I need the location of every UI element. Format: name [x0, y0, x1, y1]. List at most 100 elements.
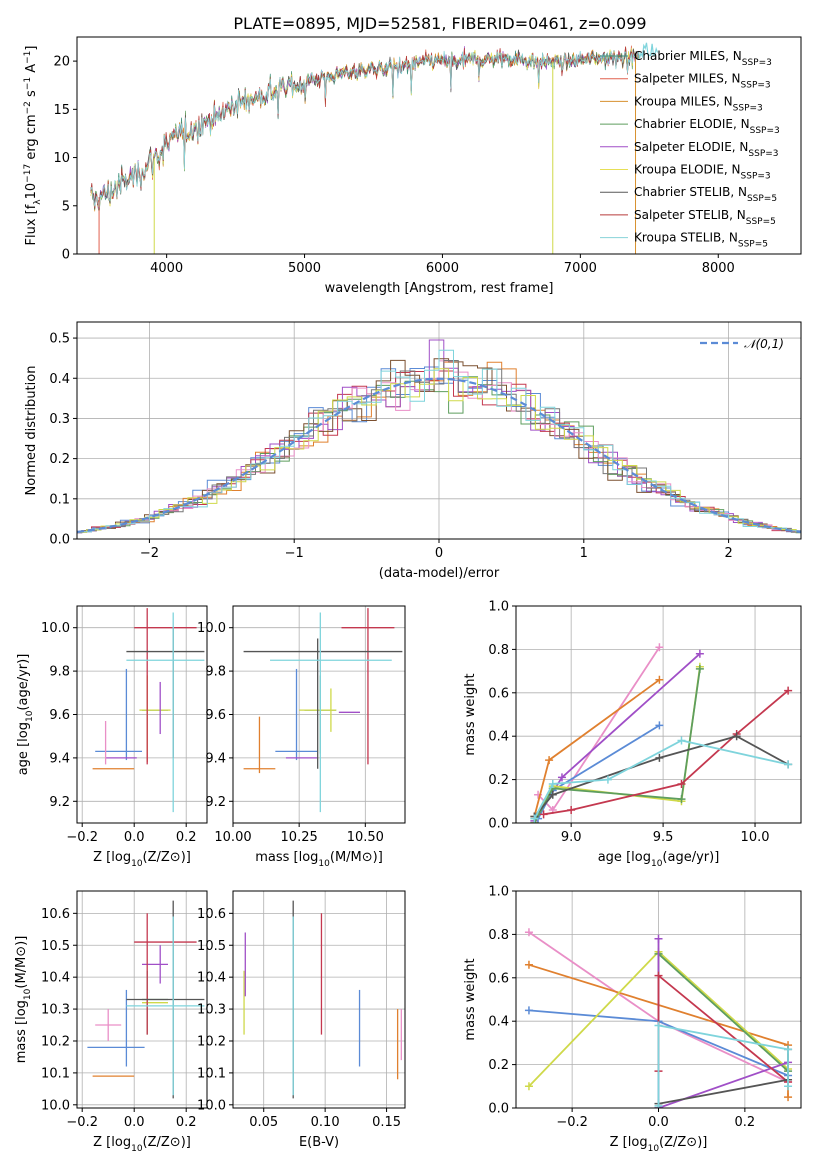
legend-entry: Salpeter MILES, NSSP=3	[634, 72, 771, 91]
y-tick-label: 0.6	[488, 686, 509, 701]
label-part: 10	[131, 859, 143, 869]
label-part: −17	[23, 164, 33, 183]
axes-frame	[515, 605, 802, 824]
label-part: 10	[648, 1144, 660, 1154]
plus-marker	[654, 1101, 663, 1108]
label-part: Chabrier STELIB, N	[634, 185, 747, 199]
y-tick-label: 0.2	[488, 1058, 509, 1073]
plus-marker	[654, 934, 663, 943]
label-part: λ	[33, 199, 43, 205]
normal-reference-curve	[77, 377, 801, 534]
label-part: SSP=3	[750, 126, 780, 136]
label-part: Normed distribution	[24, 366, 39, 496]
x-tick-label: 0.05	[249, 1115, 278, 1130]
label-part: 10	[25, 710, 35, 722]
y-tick-label: 10.3	[197, 1003, 226, 1018]
label-part: age [	[16, 742, 31, 775]
plus-marker	[784, 686, 793, 695]
label-part: 10	[651, 859, 663, 869]
label-part: SSP=5	[738, 240, 768, 250]
label-part: Z [	[93, 1135, 111, 1150]
y-tick-label: 9.4	[205, 751, 226, 766]
x-axis-label: (data-model)/error	[379, 566, 500, 581]
label-part: log	[111, 850, 131, 865]
y-tick-label: 0.8	[488, 928, 509, 943]
label-part: (Z/Z⊙)]	[143, 1135, 191, 1150]
y-axis-label: mass weight	[463, 673, 478, 755]
y-tick-label: 0.4	[488, 730, 509, 745]
plot-area-age-mass	[243, 608, 403, 813]
y-tick-label: 10	[53, 151, 70, 166]
label-part: 10	[23, 988, 33, 1000]
x-tick-label: 0.0	[648, 1115, 669, 1130]
label-part: SSP=5	[747, 194, 777, 204]
plus-marker	[548, 779, 557, 788]
plus-marker	[655, 643, 664, 652]
label-part: mass [	[14, 1020, 29, 1063]
plus-marker	[784, 1093, 793, 1102]
y-tick-label: 9.2	[205, 795, 226, 810]
plus-marker	[732, 732, 741, 741]
x-axis-label: E(B-V)	[299, 1135, 339, 1150]
y-tick-label: 15	[53, 103, 70, 118]
plus-marker	[524, 960, 533, 969]
label-part: SSP=3	[733, 103, 763, 113]
mass-weight-line	[658, 1049, 789, 1105]
plus-marker	[524, 928, 533, 937]
y-tick-label: 5	[62, 199, 70, 214]
plus-marker	[603, 775, 612, 784]
y-tick-label: 0.0	[49, 533, 70, 548]
y-tick-label: 9.2	[49, 795, 70, 810]
panel-mass-Z: −0.2 0.0 0.2 10.0 10.1 10.2 10.3 10.4 10.5 10.6 Z …	[14, 890, 208, 1154]
x-axis-label: Z [log10(Z/Z⊙)]	[93, 1135, 191, 1154]
x-tick-label: 5000	[288, 261, 321, 276]
x-tick-label: 0.2	[176, 1115, 197, 1130]
plus-marker	[548, 790, 557, 799]
y-tick-label: 0.1	[49, 492, 70, 507]
label-part: −1	[23, 51, 33, 64]
x-tick-label: 0.10	[311, 1115, 340, 1130]
x-tick-label: 0.0	[124, 1115, 145, 1130]
label-part: −2	[23, 101, 33, 114]
label-part: Chabrier ELODIE, N	[634, 117, 750, 131]
plus-marker	[654, 1021, 663, 1030]
legend-entry: Kroupa ELODIE, NSSP=3	[634, 163, 771, 182]
label-part: Z [	[610, 1135, 628, 1150]
plus-marker	[524, 1006, 533, 1015]
label-part: SSP=3	[741, 81, 771, 91]
plot-area-mass-weight-Z	[524, 928, 793, 1108]
mass-weight-line	[533, 735, 789, 818]
label-part: E(B-V)	[299, 1135, 339, 1150]
label-part: log	[111, 1135, 131, 1150]
label-part: Z [	[93, 850, 111, 865]
label-part: wavelength [Angstrom, rest frame]	[325, 281, 554, 296]
label-part: Chabrier MILES, N	[634, 49, 742, 63]
x-tick-label: 0.2	[176, 830, 197, 845]
label-part: age [	[598, 850, 631, 865]
legend-entry: Chabrier ELODIE, NSSP=3	[634, 117, 780, 136]
x-tick-label: 4000	[150, 261, 183, 276]
residual-histogram	[77, 360, 801, 534]
legend-entry: 𝒩(0,1)	[744, 337, 784, 351]
label-part: mass [	[255, 850, 298, 865]
label-part: SSP=5	[746, 217, 776, 227]
plus-marker	[655, 721, 664, 730]
label-part: Kroupa ELODIE, N	[634, 163, 741, 177]
y-tick-label: 10.2	[197, 1034, 226, 1049]
y-tick-label: 10.5	[41, 939, 70, 954]
x-axis-label: age [log10(age/yr)]	[598, 850, 720, 869]
x-tick-label: 0.0	[124, 830, 145, 845]
label-part: 10	[131, 1144, 143, 1154]
plus-marker	[530, 814, 539, 823]
y-tick-label: 10.4	[41, 971, 70, 986]
y-tick-label: 10.1	[197, 1066, 226, 1081]
y-tick-label: 0.2	[488, 773, 509, 788]
plot-area-mass-weight-age	[530, 643, 793, 823]
y-tick-label: 9.6	[49, 708, 70, 723]
plus-marker	[655, 753, 664, 762]
x-axis-label: Z [log10(Z/Z⊙)]	[93, 850, 191, 869]
plus-marker	[784, 1045, 793, 1054]
x-axis-label: wavelength [Angstrom, rest frame]	[325, 281, 554, 296]
y-tick-label: 10.2	[41, 1034, 70, 1049]
label-part: log	[14, 1000, 29, 1020]
